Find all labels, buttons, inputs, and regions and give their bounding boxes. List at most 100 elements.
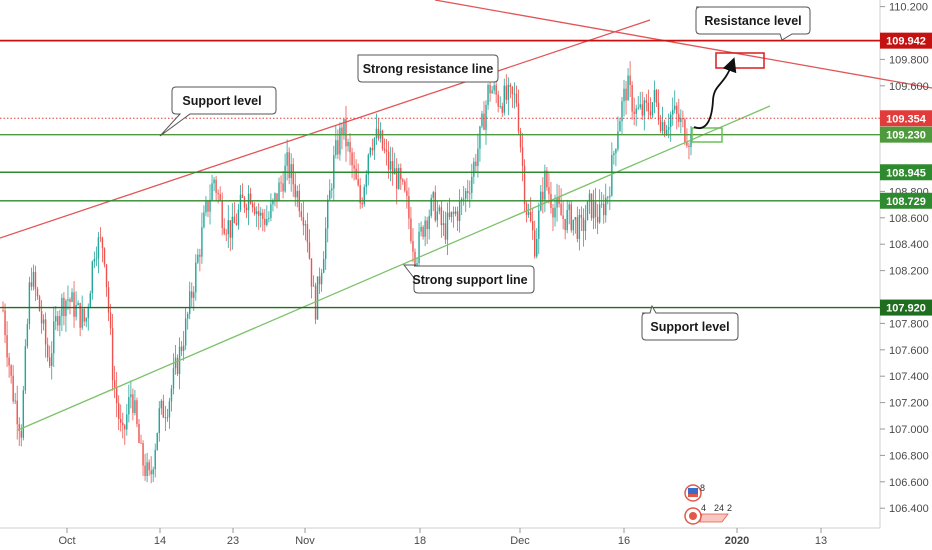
candle-body <box>300 211 303 218</box>
candle-body <box>580 214 583 218</box>
candle-body <box>383 148 386 151</box>
price-axis[interactable] <box>880 0 932 550</box>
candle-body <box>77 303 79 306</box>
candle-body <box>424 220 426 237</box>
candle-body <box>613 153 615 156</box>
candle-body <box>243 197 246 208</box>
candle-body <box>566 209 568 231</box>
candle-body <box>511 86 514 94</box>
event-flag-icon[interactable]: 8 <box>684 483 705 502</box>
candle-body <box>582 217 585 231</box>
candle-body <box>525 203 528 216</box>
candle-body <box>483 113 485 130</box>
candle-body <box>552 208 554 218</box>
candle-body <box>495 85 497 95</box>
callout-resistance-level-text: Resistance level <box>704 14 801 28</box>
candle-body <box>138 423 140 443</box>
candle-body <box>515 93 518 104</box>
callout-strong-resistance-line[interactable]: Strong resistance line <box>357 54 499 83</box>
candle-body <box>14 400 16 402</box>
candle-body <box>85 318 87 322</box>
strong-resistance-line[interactable] <box>0 19 651 239</box>
candle-body <box>91 261 94 294</box>
candle-body <box>584 220 587 231</box>
candle-body <box>258 211 260 216</box>
candle-body <box>665 129 668 136</box>
candle-body <box>241 194 244 198</box>
candle-body <box>195 262 197 293</box>
callout-resistance-level[interactable]: Resistance level <box>695 6 811 41</box>
candle-body <box>203 212 205 228</box>
candle-body <box>529 211 532 222</box>
candle-body <box>503 85 505 113</box>
candle-body <box>314 285 317 320</box>
candle-body <box>253 207 256 215</box>
x-tick-label: 2020 <box>725 535 749 547</box>
callout-support-level-right[interactable]: Support level <box>641 304 739 341</box>
candle-body <box>469 192 471 194</box>
candle-body <box>40 310 43 324</box>
y-tick-label: 106.600 <box>889 477 929 489</box>
candle-body <box>113 380 116 388</box>
candle-body <box>176 357 179 374</box>
candle-body <box>667 127 670 130</box>
x-tick-label: 18 <box>414 535 426 547</box>
candle-body <box>588 193 591 202</box>
candle-body <box>396 168 398 189</box>
candle-body <box>458 201 461 221</box>
candle-body <box>109 312 112 329</box>
event-calendar-icon[interactable]: 4 24 2 <box>684 503 732 525</box>
candle-body <box>290 164 292 179</box>
candle-body <box>65 300 67 317</box>
candle-body <box>73 292 75 317</box>
candle-body <box>44 319 47 345</box>
price-tag-label: 109.942 <box>886 36 926 48</box>
candle-body <box>215 179 217 193</box>
plot-area[interactable] <box>0 0 880 528</box>
candle-body <box>278 182 280 202</box>
candle-body <box>351 152 353 166</box>
candle-body <box>120 418 122 423</box>
candle-body <box>448 212 451 217</box>
candle-body <box>32 272 35 287</box>
candle-body <box>343 118 345 135</box>
candle-body <box>645 100 648 103</box>
candle-body <box>81 308 83 328</box>
candle-body <box>174 357 177 369</box>
candle-body <box>365 174 367 187</box>
candle-body <box>527 211 530 216</box>
candle-body <box>651 102 654 116</box>
y-tick-label: 108.600 <box>889 213 929 225</box>
candle-body <box>302 217 305 226</box>
candle-body <box>674 105 676 110</box>
candle-body <box>122 422 124 426</box>
trendlines-group <box>0 0 932 431</box>
callout-strong-support-line[interactable]: Strong support line <box>402 264 535 294</box>
x-tick-label: 16 <box>618 535 630 547</box>
event-count-1: 4 <box>701 503 706 513</box>
y-tick-label: 107.800 <box>889 318 929 330</box>
candle-body <box>562 215 564 219</box>
y-tick-label: 109.600 <box>889 81 929 93</box>
candle-body <box>481 113 483 127</box>
candle-body <box>576 217 579 240</box>
candle-body <box>48 357 51 366</box>
candle-body <box>335 140 337 156</box>
candle-body <box>117 403 120 419</box>
candle-body <box>688 145 690 148</box>
descending-resistance-line[interactable] <box>434 0 932 89</box>
candle-body <box>193 292 195 298</box>
candle-body <box>371 147 374 151</box>
candle-body <box>531 221 534 231</box>
y-axis-ticks: 106.400 106.600 106.800 107.000 107.200 107.4… <box>880 2 929 515</box>
candle-body <box>134 400 136 413</box>
callout-support-level-left[interactable]: Support level <box>159 86 277 137</box>
candle-body <box>647 102 650 112</box>
candle-body <box>347 142 349 147</box>
strong-support-line[interactable] <box>17 105 771 431</box>
candle-body <box>211 183 213 200</box>
candle-body <box>404 181 406 191</box>
candle-body <box>331 188 333 191</box>
candle-body <box>615 149 617 154</box>
